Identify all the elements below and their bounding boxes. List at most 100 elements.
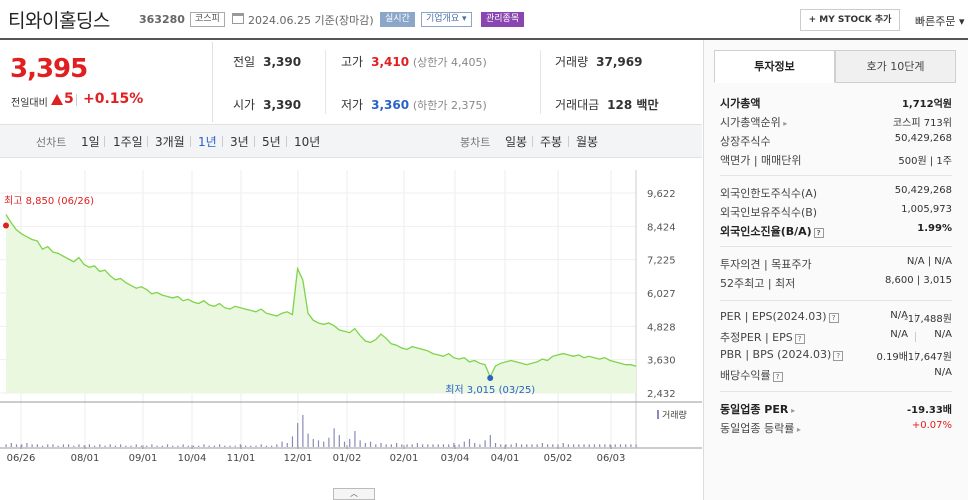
x-tick-label: 02/01 <box>390 453 419 464</box>
realtime-badge[interactable]: 실시간 <box>380 12 415 27</box>
volume-bar <box>630 444 632 447</box>
volume-bar <box>515 443 517 447</box>
panel-row-label[interactable]: 추정PER | EPS? <box>720 329 805 345</box>
volume-bar <box>541 443 543 447</box>
volume-bar <box>52 444 54 447</box>
y-tick-label: 2,432 <box>647 389 676 400</box>
panel-section: 외국인한도주식수(A) 50,429,268 외국인보유주식수(B) 1,005,97… <box>720 183 952 240</box>
panel-row-label[interactable]: 외국인소진율(B/A)? <box>720 223 824 239</box>
panel-row-label-text: 상장주식수 <box>720 135 771 148</box>
add-mystock-button[interactable]: + MY STOCK 추가 <box>800 9 900 31</box>
volume-bar <box>578 444 580 447</box>
volume-bar <box>21 444 23 447</box>
volume-bar <box>593 444 596 447</box>
panel-row-label[interactable]: 동일업종 등락률 ▸ <box>720 420 801 436</box>
x-tick-label: 05/02 <box>544 453 573 464</box>
panel-row-label[interactable]: 동일업종 PER ▸ <box>720 401 795 417</box>
volume-bar <box>557 444 559 447</box>
section-divider <box>720 246 952 247</box>
volume-bar <box>94 445 96 447</box>
panel-row-value-1: N/A <box>890 310 908 321</box>
tab-investment-info[interactable]: 투자정보 <box>714 50 835 83</box>
period-3m[interactable]: 3개월 <box>155 135 185 149</box>
period-1y[interactable]: 1년 <box>198 135 217 149</box>
volume-bar <box>562 443 564 447</box>
trade-amount: 거래대금 128 백만 <box>555 98 659 112</box>
volume-bar <box>411 444 413 447</box>
period-1d[interactable]: 1일 <box>81 135 100 149</box>
volume-bar <box>474 443 476 447</box>
help-icon[interactable]: ? <box>794 334 805 344</box>
volume-bar <box>177 445 179 447</box>
change-label: 전일대비 <box>11 98 48 109</box>
period-10y[interactable]: 10년 <box>294 135 321 149</box>
divider <box>915 351 916 361</box>
period-3y[interactable]: 3년 <box>230 135 249 149</box>
panel-section: 동일업종 PER ▸ -19.33배 동일업종 등락률 ▸ +0.07% <box>720 399 952 437</box>
calendar-icon <box>232 13 244 24</box>
panel-row-label[interactable]: PER | EPS(2024.03)? <box>720 310 839 323</box>
help-icon[interactable]: ? <box>813 228 824 238</box>
volume-bar <box>229 445 231 447</box>
panel-row-value: 17,647원 <box>907 352 952 363</box>
panel-row-value: 8,600 | 3,015 <box>885 275 952 286</box>
volume-bar <box>625 444 627 447</box>
x-tick-label: 03/04 <box>441 453 470 464</box>
price-area-fill <box>6 214 636 393</box>
panel-row-label: 상장주식수 <box>720 133 771 149</box>
volume-bar <box>187 445 189 447</box>
panel-row: 동일업종 PER ▸ -19.33배 <box>720 399 952 418</box>
section-divider <box>720 175 952 176</box>
volume-bar <box>484 440 486 447</box>
volume-bar <box>135 444 137 447</box>
arrow-right-icon: ▸ <box>794 425 801 434</box>
x-tick-label: 11/01 <box>227 453 256 464</box>
arrow-right-icon: ▸ <box>780 119 788 128</box>
volume-bar <box>281 441 283 447</box>
volume-bar <box>354 431 356 447</box>
panel-row-label[interactable]: 배당수익률? <box>720 367 783 383</box>
period-5y[interactable]: 5년 <box>262 135 281 149</box>
tab-order-book[interactable]: 호가 10단계 <box>835 50 956 83</box>
panel-row-label: 투자의견 | 목표주가 <box>720 256 812 272</box>
volume-bar <box>395 443 398 447</box>
help-icon[interactable]: ? <box>833 351 844 361</box>
period-1w[interactable]: 1주일 <box>113 135 143 149</box>
company-info-dropdown[interactable]: 기업개요 ▾ <box>421 12 472 27</box>
volume-bar <box>349 439 351 447</box>
volume-bar <box>161 445 163 447</box>
panel-row-label: 시가총액 <box>720 95 760 111</box>
panel-row-value-1: 0.19배 <box>876 352 908 363</box>
candle-weekly[interactable]: 주봉 <box>540 135 563 149</box>
help-icon[interactable]: ? <box>828 313 839 323</box>
current-price: 3,395 <box>10 54 88 84</box>
quick-order-button[interactable]: 빠른주문 ▾ <box>915 15 965 28</box>
divider <box>540 50 541 114</box>
candle-monthly[interactable]: 월봉 <box>576 135 599 149</box>
base-date: 2024.06.25 기준(장마감) <box>248 14 374 27</box>
volume-bar <box>448 444 450 447</box>
panel-section: PER | EPS(2024.03)? N/A -17,488원 추정PER | EP… <box>720 308 952 384</box>
panel-row-value: 50,429,268 <box>894 185 952 196</box>
volume-bar <box>276 444 278 447</box>
y-tick-label: 8,424 <box>647 222 676 233</box>
panel-row-label[interactable]: 시가총액순위 ▸ <box>720 114 787 130</box>
divider <box>190 136 191 147</box>
panel-row-label[interactable]: PBR | BPS (2024.03)? <box>720 348 844 361</box>
volume-bar <box>531 444 533 447</box>
volume-bar <box>203 444 205 447</box>
volume-bar <box>114 445 117 447</box>
stock-header: 티와이홀딩스 363280 코스피 2024.06.25 기준(장마감) 실시간… <box>0 0 968 40</box>
volume-bar <box>369 441 372 447</box>
help-icon[interactable]: ? <box>772 372 783 382</box>
volume-bar <box>192 445 195 447</box>
panel-row-value: 500원 | 1주 <box>898 156 952 167</box>
panel-row: 외국인보유주식수(B) 1,005,973 <box>720 202 952 221</box>
panel-row-label-text: PER | EPS(2024.03) <box>720 310 827 323</box>
collapse-toggle[interactable]: ︿ <box>333 488 375 500</box>
divider <box>222 136 223 147</box>
volume-bar <box>73 445 75 447</box>
volume-bar <box>328 437 330 447</box>
candle-daily[interactable]: 일봉 <box>505 135 528 149</box>
volume-bar <box>36 444 38 447</box>
